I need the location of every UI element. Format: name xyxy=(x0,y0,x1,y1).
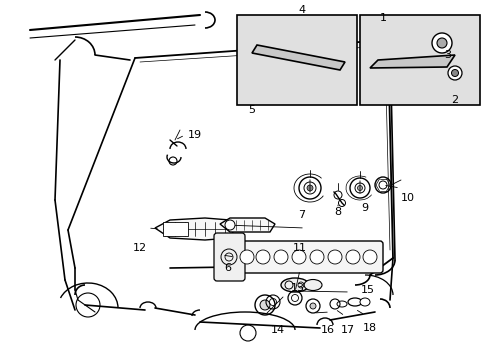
Circle shape xyxy=(431,33,451,53)
Circle shape xyxy=(450,69,458,77)
Text: 9: 9 xyxy=(361,203,368,213)
Text: 5: 5 xyxy=(248,105,255,115)
Circle shape xyxy=(309,250,324,264)
Text: 1: 1 xyxy=(379,13,386,23)
Circle shape xyxy=(260,300,269,310)
Polygon shape xyxy=(220,218,274,232)
Text: 12: 12 xyxy=(133,243,147,253)
Text: 18: 18 xyxy=(362,323,376,333)
Ellipse shape xyxy=(281,278,308,292)
Circle shape xyxy=(256,250,269,264)
Circle shape xyxy=(273,250,287,264)
Text: 4: 4 xyxy=(298,5,305,15)
Text: 14: 14 xyxy=(270,325,285,335)
Text: 11: 11 xyxy=(292,243,306,253)
Circle shape xyxy=(436,38,446,48)
Ellipse shape xyxy=(347,298,361,306)
Text: 8: 8 xyxy=(334,207,341,217)
Circle shape xyxy=(291,250,305,264)
Text: 15: 15 xyxy=(360,285,374,295)
Circle shape xyxy=(240,250,253,264)
Circle shape xyxy=(309,303,315,309)
Text: 3: 3 xyxy=(444,50,450,60)
Bar xyxy=(237,15,356,105)
Polygon shape xyxy=(369,55,454,68)
Polygon shape xyxy=(251,45,345,70)
Bar xyxy=(359,15,479,105)
Ellipse shape xyxy=(304,279,321,291)
Circle shape xyxy=(357,185,362,190)
Text: 7: 7 xyxy=(298,210,305,220)
Text: 2: 2 xyxy=(450,95,458,105)
Circle shape xyxy=(224,220,235,230)
Text: 16: 16 xyxy=(320,325,334,335)
Text: 6: 6 xyxy=(224,263,231,273)
Polygon shape xyxy=(155,218,235,240)
Text: 10: 10 xyxy=(400,193,414,203)
Circle shape xyxy=(306,185,312,191)
Text: 19: 19 xyxy=(187,130,202,140)
FancyBboxPatch shape xyxy=(163,222,187,236)
Circle shape xyxy=(346,250,359,264)
FancyBboxPatch shape xyxy=(231,241,382,273)
Text: 17: 17 xyxy=(340,325,354,335)
Text: 13: 13 xyxy=(290,283,305,293)
Ellipse shape xyxy=(359,298,369,306)
Circle shape xyxy=(327,250,341,264)
Circle shape xyxy=(362,250,376,264)
Circle shape xyxy=(447,66,461,80)
FancyBboxPatch shape xyxy=(214,233,244,281)
